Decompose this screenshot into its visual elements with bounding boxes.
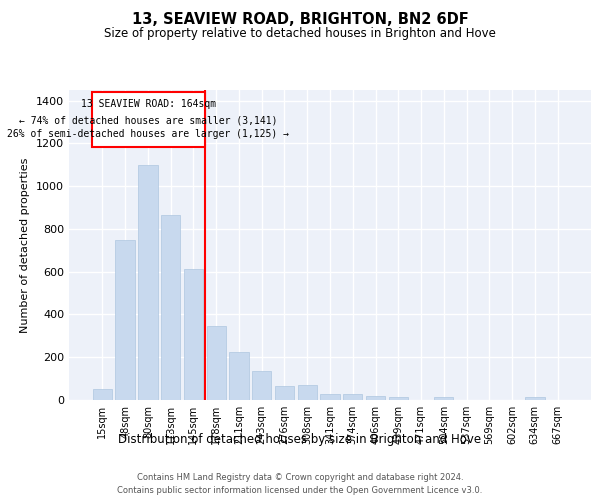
Text: ← 74% of detached houses are smaller (3,141): ← 74% of detached houses are smaller (3,… [19, 116, 278, 126]
Text: 13 SEAVIEW ROAD: 164sqm: 13 SEAVIEW ROAD: 164sqm [80, 100, 216, 110]
Bar [434, 398, 454, 400]
Bar [184, 268, 203, 400]
Text: 13, SEAVIEW ROAD, BRIGHTON, BN2 6DF: 13, SEAVIEW ROAD, BRIGHTON, BN2 6DF [131, 12, 469, 28]
Text: 26% of semi-detached houses are larger (1,125) →: 26% of semi-detached houses are larger (… [7, 130, 289, 140]
Bar [275, 386, 294, 400]
Y-axis label: Number of detached properties: Number of detached properties [20, 158, 31, 332]
Bar [298, 385, 317, 400]
Bar [206, 326, 226, 400]
Bar [161, 215, 181, 400]
Bar [366, 396, 385, 400]
Bar [343, 394, 362, 400]
Text: Distribution of detached houses by size in Brighton and Hove: Distribution of detached houses by size … [118, 432, 482, 446]
Bar [320, 394, 340, 400]
Bar [138, 165, 158, 400]
FancyBboxPatch shape [92, 92, 205, 146]
Bar [252, 371, 271, 400]
Bar [525, 398, 545, 400]
Text: Contains HM Land Registry data © Crown copyright and database right 2024.: Contains HM Land Registry data © Crown c… [137, 472, 463, 482]
Bar [115, 240, 135, 400]
Bar [389, 397, 408, 400]
Text: Size of property relative to detached houses in Brighton and Hove: Size of property relative to detached ho… [104, 28, 496, 40]
Bar [229, 352, 248, 400]
Bar [93, 390, 112, 400]
Text: Contains public sector information licensed under the Open Government Licence v3: Contains public sector information licen… [118, 486, 482, 495]
